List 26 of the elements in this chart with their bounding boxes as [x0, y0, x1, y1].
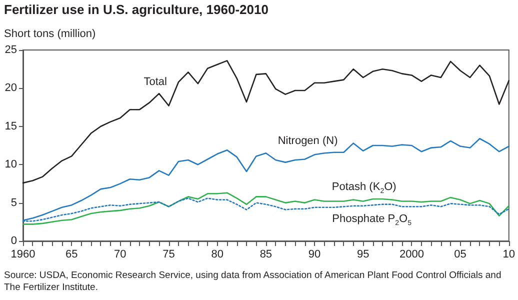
y-tick-label: 5: [10, 196, 17, 209]
x-tick-label: 90: [308, 248, 321, 260]
line-series: [22, 60, 510, 184]
y-tick-label: 20: [4, 82, 17, 94]
series-label: Potash (K$_{2}$O): [332, 181, 396, 196]
y-axis-title: Short tons (million): [4, 28, 96, 40]
x-tick-label: 70: [114, 248, 126, 260]
x-tick-label: 85: [260, 248, 272, 260]
x-tick-label: 2000: [399, 248, 424, 260]
x-tick-label: 10: [502, 248, 516, 260]
x-tick-label: 80: [211, 248, 224, 260]
series-label: Nitrogen (N): [278, 135, 338, 148]
x-tick-label: 1960: [10, 248, 36, 260]
y-tick-label: 0: [10, 235, 17, 247]
x-tick-label: 65: [65, 248, 78, 260]
y-tick-label: 10: [4, 158, 17, 171]
series-label: Phosphate P$_{2}$O$_{5}$: [332, 212, 412, 228]
chart-title: Fertilizer use in U.S. agriculture, 1960-2010: [4, 2, 268, 17]
source-note: Source: USDA, Economic Research Service, using data from Association of American Plant Food Control Officials and The Fertilizer Institute.: [4, 270, 502, 294]
y-tick-label: 25: [4, 44, 17, 56]
x-tick-label: 75: [162, 248, 175, 260]
series-label: Total: [144, 76, 167, 88]
line-series: [22, 192, 510, 225]
y-tick-label: 15: [4, 120, 17, 132]
x-tick-label: 95: [356, 248, 370, 260]
x-tick-label: 05: [454, 248, 466, 260]
